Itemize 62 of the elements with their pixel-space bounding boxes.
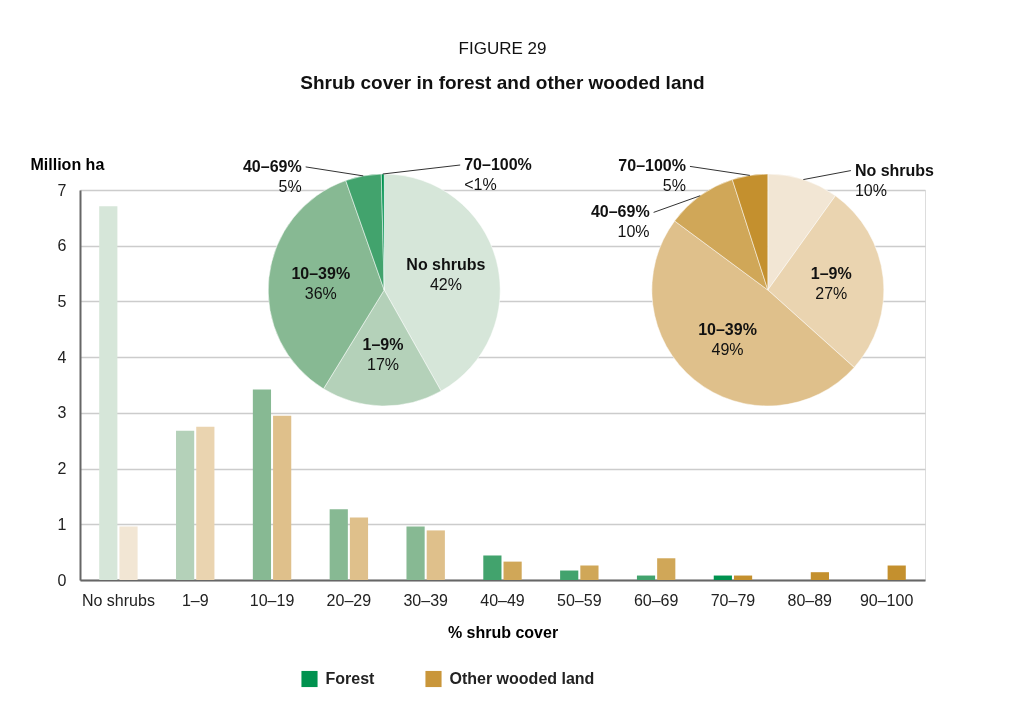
slice-label: 40–69%	[242, 157, 302, 175]
slice-label: 70–100%	[464, 156, 532, 174]
data-label: 49%	[711, 341, 744, 359]
x-tick-label: 10–19	[249, 591, 295, 609]
bar	[196, 426, 215, 580]
slice-label: No shrubs	[406, 255, 486, 273]
y-tick-label: 4	[57, 348, 67, 366]
x-tick-label: 30–39	[403, 591, 449, 609]
x-tick-label: 70–79	[710, 591, 756, 609]
y-tick-label: 3	[57, 404, 67, 422]
y-tick-label: 0	[57, 571, 67, 589]
legend-label: Other wooded land	[449, 670, 595, 687]
data-label: 27%	[815, 285, 848, 303]
x-tick-label: 60–69	[633, 591, 679, 609]
data-label: 5%	[278, 177, 302, 195]
bar	[426, 530, 445, 580]
data-label: 10%	[854, 181, 887, 199]
bar	[560, 570, 579, 580]
data-label: 17%	[366, 355, 400, 373]
data-label: 10%	[617, 223, 650, 241]
bar	[252, 389, 272, 580]
y-tick-label: 5	[57, 292, 67, 310]
x-tick-label: No shrubs	[81, 591, 155, 609]
bar	[503, 561, 522, 580]
bar	[273, 415, 292, 580]
y-tick-label: 7	[57, 181, 67, 199]
legend-label: Forest	[325, 670, 376, 687]
bar	[349, 517, 369, 580]
bar	[176, 430, 195, 580]
slice-label: 10–39%	[698, 321, 757, 339]
bar	[119, 526, 138, 580]
bar	[810, 572, 829, 580]
y-tick-label: 1	[57, 515, 67, 533]
slice-label: No shrubs	[854, 161, 935, 179]
bar	[406, 526, 425, 580]
slice-label: 40–69%	[590, 203, 650, 221]
data-label: 5%	[662, 177, 686, 195]
slice-label: 70–100%	[618, 157, 686, 175]
x-tick-label: 80–89	[787, 591, 833, 609]
x-tick-label: 40–49	[480, 591, 525, 609]
y-tick-label: 2	[57, 460, 67, 478]
x-tick-label: 1–9	[181, 591, 209, 609]
slice-label: 10–39%	[291, 265, 351, 283]
bar	[483, 555, 502, 580]
y-axis-title: Million ha	[30, 155, 105, 173]
x-tick-label: 50–59	[557, 591, 602, 609]
data-label: 36%	[304, 285, 337, 303]
bar	[99, 206, 118, 580]
x-axis-title: % shrub cover	[447, 623, 559, 641]
bar	[580, 565, 599, 580]
y-tick-label: 6	[57, 237, 67, 255]
chart-title: FIGURE 29	[458, 39, 547, 58]
x-tick-label: 20–29	[326, 591, 372, 609]
bar	[887, 565, 906, 580]
data-label: <1%	[464, 176, 497, 194]
x-tick-label: 90–100	[859, 591, 914, 609]
bar	[329, 509, 348, 580]
bar	[657, 558, 676, 580]
slice-label: 1–9%	[362, 335, 404, 353]
chart-subtitle: Shrub cover in forest and other wooded land	[300, 72, 705, 93]
data-label: 42%	[429, 275, 462, 293]
slice-label: 1–9%	[810, 265, 852, 283]
